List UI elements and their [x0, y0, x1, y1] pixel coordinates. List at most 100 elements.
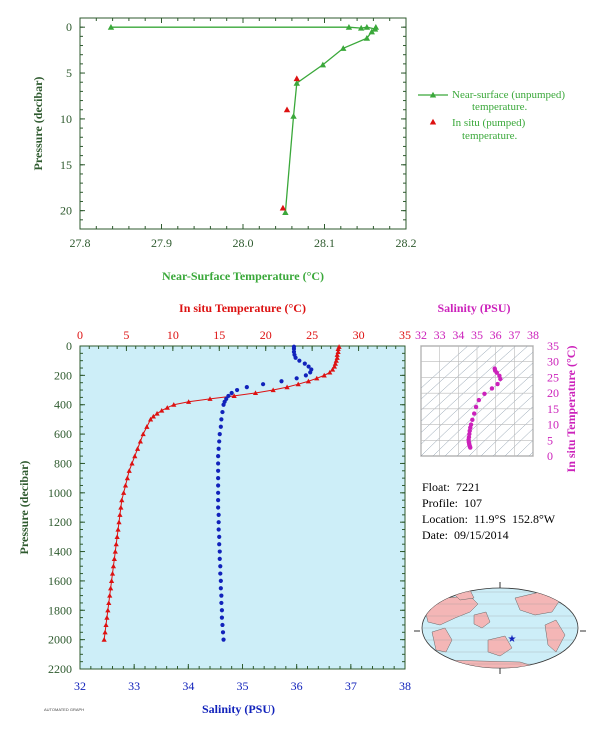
density-contour	[516, 439, 533, 456]
y-tick-label: 10	[60, 112, 72, 126]
temperature-point	[284, 384, 290, 390]
unpumped-point	[293, 79, 300, 86]
pressure-tick-label: 1200	[48, 515, 72, 529]
salinity-point	[217, 439, 222, 444]
temperature-point	[132, 453, 138, 459]
unpumped-point	[282, 209, 289, 216]
pressure-tick-label: 400	[54, 398, 72, 412]
temperature-point	[110, 563, 117, 569]
temperature-point	[102, 629, 108, 635]
temperature-point	[113, 541, 119, 547]
y-tick-label: 0	[66, 20, 72, 34]
near-surface-legend: Near-surface (unpumped)temperature.In si…	[418, 89, 565, 142]
density-contour	[480, 406, 533, 456]
pumped-point	[279, 204, 287, 211]
ts-x-tick-label: 38	[527, 328, 539, 342]
y-axis-label: Pressure (decibar)	[31, 77, 45, 171]
ts-y-tick-label: 5	[547, 433, 553, 447]
near-surface-temperature-chart: 27.8 27.9 28.0 28.1 28.2 0 5 10 15 20 Near-Surface…	[31, 17, 417, 283]
unpumped-point	[363, 34, 371, 41]
unpumped-point	[340, 45, 347, 51]
unpumped-point	[107, 23, 115, 30]
date-text: Date: 09/15/2014	[422, 528, 509, 542]
density-contour	[421, 346, 505, 422]
salinity-point	[216, 505, 221, 510]
salinity-point	[217, 534, 222, 539]
temperature-point	[104, 615, 110, 620]
temperature-point	[335, 346, 341, 352]
ts-point	[489, 386, 495, 391]
float-position-marker: ★	[508, 634, 517, 645]
temperature-point	[140, 431, 146, 437]
ts-y-tick-label: 0	[547, 449, 553, 463]
temperature-point	[334, 355, 340, 360]
temperature-point	[105, 607, 111, 613]
temperature-point	[154, 410, 160, 416]
ts-y-tick-label: 25	[547, 370, 559, 384]
ts-x-tick-label: 37	[508, 328, 520, 342]
salinity-point	[217, 431, 222, 437]
y-tick-label: 15	[60, 158, 72, 172]
density-contour	[504, 428, 533, 456]
salinity-point	[294, 376, 299, 381]
salinity-point	[216, 446, 221, 451]
ts-x-tick-label: 34	[452, 328, 464, 342]
salinity-point	[219, 608, 225, 613]
salinity-point	[217, 542, 222, 547]
location-map: ★	[414, 582, 586, 674]
map-land	[422, 589, 578, 668]
ts-x-tick-label: 33	[434, 328, 446, 342]
ts-point	[498, 376, 503, 382]
legend-label-pumped: In situ (pumped)	[452, 117, 526, 129]
salinity-point	[220, 409, 225, 415]
temperature-point	[305, 378, 312, 384]
temperature-point	[114, 534, 120, 539]
unpumped-point	[357, 24, 365, 31]
location-text: Location: 11.9°S 152.8°W	[422, 512, 556, 526]
temperature-point	[321, 372, 327, 378]
temperature-point	[329, 366, 336, 372]
salinity-point	[218, 424, 223, 429]
pressure-tick-label: 2200	[48, 662, 72, 676]
pressure-tick-label: 1400	[48, 545, 72, 559]
salinity-point	[216, 468, 221, 473]
unpumped-point	[319, 61, 327, 68]
salinity-point	[291, 346, 297, 352]
salinity-point	[216, 520, 221, 525]
ts-point	[494, 370, 499, 375]
density-contour	[421, 346, 481, 400]
x-tick-label: 27.8	[70, 236, 91, 250]
pressure-tick-label: 0	[66, 339, 72, 353]
temp-tick-label: 10	[167, 328, 179, 342]
ts-y-tick-label: 35	[547, 339, 559, 353]
temperature-point	[109, 570, 116, 576]
salinity-point	[297, 358, 302, 363]
temperature-point	[119, 497, 125, 503]
ts-y-tick-label: 15	[547, 402, 559, 416]
temperature-point	[137, 438, 143, 444]
profile-number: Profile: 107	[422, 496, 482, 510]
temp-tick-label: 0	[77, 328, 83, 342]
temperature-point	[144, 424, 150, 429]
unpumped-point	[345, 23, 353, 30]
salinity-point	[216, 476, 221, 481]
salinity-point	[302, 361, 307, 366]
salinity-point	[219, 593, 224, 598]
ts-point	[495, 381, 500, 387]
x-tick-label: 27.9	[151, 236, 172, 250]
salinity-point	[220, 622, 225, 628]
temperature-point	[106, 600, 112, 606]
salinity-axis-label: Salinity (PSU)	[202, 702, 275, 716]
temperature-point	[171, 402, 177, 407]
salinity-point	[308, 370, 313, 375]
plot-frame	[79, 17, 407, 230]
density-contour	[468, 395, 533, 456]
salinity-point	[220, 630, 226, 635]
temperature-point	[231, 393, 237, 398]
ts-point	[482, 391, 487, 396]
salinity-point	[216, 512, 221, 517]
salinity-point	[244, 385, 249, 390]
unpumped-point	[290, 112, 297, 119]
salinity-point	[217, 556, 222, 561]
